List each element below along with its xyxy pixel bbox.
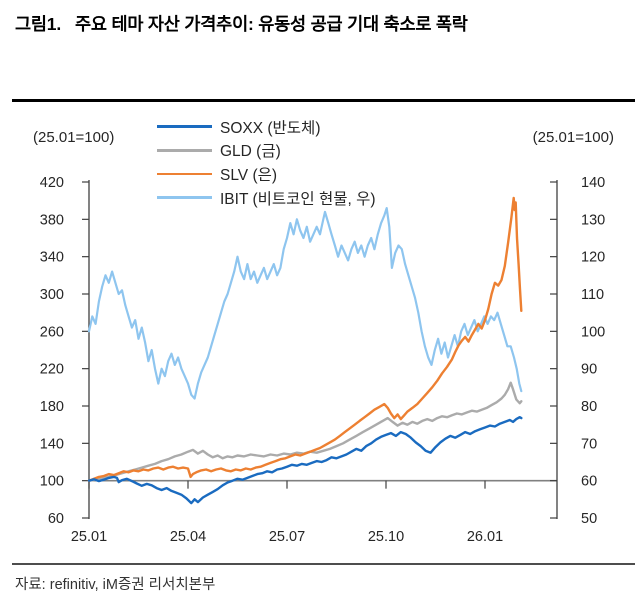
left-axis-tick-label: 220 (40, 362, 64, 378)
x-axis-tick-label: 25.04 (170, 529, 206, 545)
legend-line-swatch (157, 125, 212, 129)
legend-line-swatch (157, 148, 212, 152)
series-line-gld (87, 381, 523, 482)
right-axis-tick-label: 70 (581, 436, 597, 452)
left-axis-tick-label: 420 (40, 175, 64, 191)
legend-label: SOXX (반도체) (220, 119, 321, 137)
left-axis-tick-label: 340 (40, 250, 64, 266)
right-axis-tick-label: 140 (581, 175, 605, 191)
legend-label: SLV (은) (220, 166, 278, 184)
left-axis-tick-label: 260 (40, 324, 64, 340)
source-text: 자료: refinitiv, iM증권 리서치본부 (15, 577, 216, 593)
right-axis-note: (25.01=100) (532, 129, 614, 146)
right-axis-tick-label: 130 (581, 212, 605, 228)
x-axis-tick-label: 25.01 (71, 529, 107, 545)
x-axis-tick-label: 26.01 (467, 529, 503, 545)
right-axis-tick-label: 80 (581, 399, 597, 415)
series-line-slv (87, 196, 523, 482)
left-axis-tick-label: 140 (40, 436, 64, 452)
legend-line-swatch (157, 172, 212, 176)
right-axis-tick-label: 120 (581, 250, 605, 266)
legend-label: GLD (금) (220, 143, 281, 161)
legend-label: IBIT (비트코인 현물, 우) (220, 190, 376, 208)
right-axis-tick-label: 100 (581, 324, 605, 340)
left-axis-tick-label: 180 (40, 399, 64, 415)
figure-title: 그림1. 주요 테마 자산 가격추이: 유동성 공급 기대 축소로 폭락 (15, 14, 468, 34)
legend-item: SOXX (반도체) (157, 115, 376, 139)
legend-item: SLV (은) (157, 162, 376, 186)
left-axis-tick-label: 300 (40, 287, 64, 303)
left-axis-tick-label: 100 (40, 474, 64, 490)
x-axis-tick-label: 25.07 (269, 529, 305, 545)
right-axis-tick-label: 60 (581, 474, 597, 490)
legend-item: IBIT (비트코인 현물, 우) (157, 186, 376, 210)
series-line-soxx (87, 416, 523, 505)
left-axis-tick-label: 380 (40, 212, 64, 228)
legend-item: GLD (금) (157, 139, 376, 163)
x-axis-tick-label: 25.10 (368, 529, 404, 545)
right-axis-tick-label: 90 (581, 362, 597, 378)
legend-line-swatch (157, 196, 212, 199)
series-line-ibit (87, 207, 523, 400)
right-axis-tick-label: 110 (581, 287, 604, 303)
right-axis-tick-label: 50 (581, 511, 597, 527)
left-axis-tick-label: 60 (48, 511, 64, 527)
left-axis-note: (25.01=100) (33, 129, 115, 146)
title-divider (12, 99, 635, 102)
source-divider (12, 563, 635, 565)
chart-legend: SOXX (반도체) GLD (금) SLV (은) IBIT (비트코인 현물, 우… (157, 115, 376, 209)
